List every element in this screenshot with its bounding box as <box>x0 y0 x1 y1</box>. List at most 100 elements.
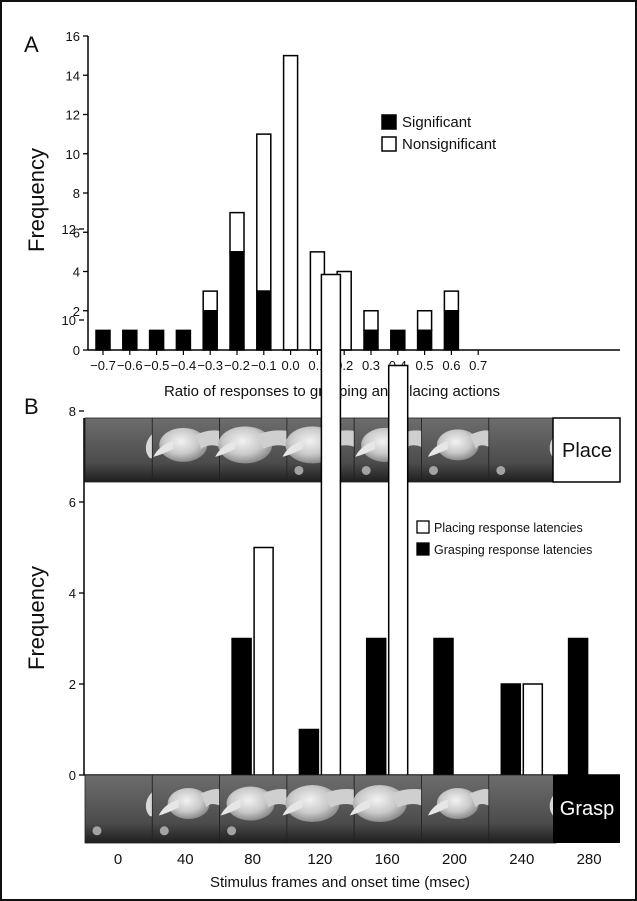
stimulus-frame <box>215 417 288 483</box>
stimulus-frame <box>488 774 557 844</box>
legend-swatch-nonsignificant <box>381 136 397 152</box>
stimulus-frame <box>421 417 490 483</box>
stimulus-frame <box>84 774 153 844</box>
stimulus-frame <box>349 774 422 844</box>
panel-b-xlabel: Stimulus frames and onset time (msec) <box>210 874 470 891</box>
y-tick-label: 8 <box>69 404 76 419</box>
panel-b-x-axis: 0 40 80 120 160 200 240 280 <box>114 851 602 868</box>
panel-a-y-axis: 0 2 4 6 8 10 12 14 16 <box>66 29 89 358</box>
strip-label-box-grasp <box>553 775 620 843</box>
bar-grasping <box>433 637 454 776</box>
x-tick-label: 160 <box>375 851 400 868</box>
panel-b-bars <box>231 273 589 776</box>
x-tick-label: −0.7 <box>90 358 116 373</box>
y-tick-label: 2 <box>73 304 80 319</box>
stimulus-frame <box>421 774 490 844</box>
bar-significant <box>390 329 406 351</box>
bar-nonsignificant <box>443 290 460 312</box>
y-tick-label: 6 <box>73 225 80 240</box>
x-tick-label: −0.6 <box>117 358 143 373</box>
y-tick-label: 0 <box>73 343 80 358</box>
bar-grasping <box>365 637 387 776</box>
x-tick-label: 80 <box>244 851 261 868</box>
y-tick-label: 2 <box>69 677 76 692</box>
strip-label-place: Place <box>562 440 612 462</box>
bar-nonsignificant <box>256 133 272 292</box>
bar-nonsignificant <box>416 310 433 332</box>
panel-b-letter: B <box>24 394 39 419</box>
panel-a-letter: A <box>24 32 39 57</box>
bar-significant <box>95 329 111 351</box>
bar-significant <box>122 329 138 351</box>
bar-significant <box>148 329 165 351</box>
x-tick-label: 280 <box>577 851 602 868</box>
x-tick-label: 0.6 <box>442 358 460 373</box>
bar-significant <box>416 329 433 351</box>
y-tick-label: 8 <box>73 186 80 201</box>
bar-nonsignificant <box>282 54 299 351</box>
legend-label-grasping: Grasping response latencies <box>434 543 592 557</box>
stimulus-frame <box>282 774 355 844</box>
bar-significant <box>175 329 192 351</box>
bar-nonsignificant <box>229 211 245 253</box>
panel-b: B Place Frequency 0 2 4 6 8 10 12 Placing resp… <box>24 222 621 891</box>
x-tick-label: 0.5 <box>416 358 434 373</box>
stimulus-frame <box>353 417 422 483</box>
y-tick-label: 12 <box>62 222 76 237</box>
bar-placing <box>253 546 274 776</box>
y-tick-label: 12 <box>66 108 80 123</box>
legend-label-placing: Placing response latencies <box>434 521 583 535</box>
bar-significant <box>363 329 379 351</box>
y-tick-label: 14 <box>66 68 80 83</box>
x-tick-label: 200 <box>442 851 467 868</box>
stimulus-frame <box>488 417 557 483</box>
legend-label-nonsignificant: Nonsignificant <box>402 136 497 153</box>
bar-placing <box>320 273 342 776</box>
x-tick-label: −0.5 <box>144 358 170 373</box>
x-tick-label: −0.4 <box>171 358 197 373</box>
stimulus-frame <box>282 417 355 483</box>
y-tick-label: 0 <box>69 768 76 783</box>
bar-placing <box>522 683 544 776</box>
stimulus-frame <box>219 774 288 844</box>
bar-significant <box>229 251 245 351</box>
panel-a-ylabel: Frequency <box>24 148 49 252</box>
bar-significant <box>256 290 272 351</box>
bar-nonsignificant <box>202 290 218 312</box>
x-tick-label: 0.7 <box>469 358 487 373</box>
panel-a-legend: Significant Nonsignificant <box>381 114 497 153</box>
y-tick-label: 4 <box>69 586 76 601</box>
bar-grasping <box>231 637 252 776</box>
x-tick-label: 120 <box>307 851 332 868</box>
panel-a-bars <box>95 54 460 351</box>
photo-strip-place <box>84 417 557 483</box>
x-tick-label: −0.1 <box>251 358 277 373</box>
panel-b-legend: Placing response latencies Grasping resp… <box>416 520 592 557</box>
bar-grasping <box>567 637 589 776</box>
legend-swatch-placing <box>416 520 430 534</box>
bar-grasping <box>298 728 320 776</box>
legend-swatch-significant <box>381 114 397 130</box>
x-tick-label: 0 <box>114 851 122 868</box>
y-tick-label: 16 <box>66 29 80 44</box>
bar-significant <box>202 310 218 351</box>
strip-label-box-place <box>552 417 621 483</box>
x-tick-label: 0.0 <box>282 358 300 373</box>
stimulus-frame <box>84 417 153 483</box>
bar-significant <box>443 310 460 351</box>
x-tick-label: 0.3 <box>362 358 380 373</box>
photo-strip-grasp <box>84 774 557 844</box>
bar-placing <box>387 364 409 776</box>
x-tick-label: −0.3 <box>197 358 223 373</box>
x-tick-label: 240 <box>509 851 534 868</box>
strip-label-grasp: Grasp <box>560 798 614 820</box>
bar-nonsignificant <box>363 310 379 332</box>
legend-swatch-grasping <box>416 542 430 556</box>
panel-b-ylabel: Frequency <box>24 566 49 670</box>
y-tick-label: 10 <box>62 313 76 328</box>
bar-grasping <box>500 683 522 776</box>
panel-a-x-axis: −0.7 −0.6 −0.5 −0.4 −0.3 −0.2 −0.1 0.0 0.1 0.2 0.3… <box>88 349 620 373</box>
